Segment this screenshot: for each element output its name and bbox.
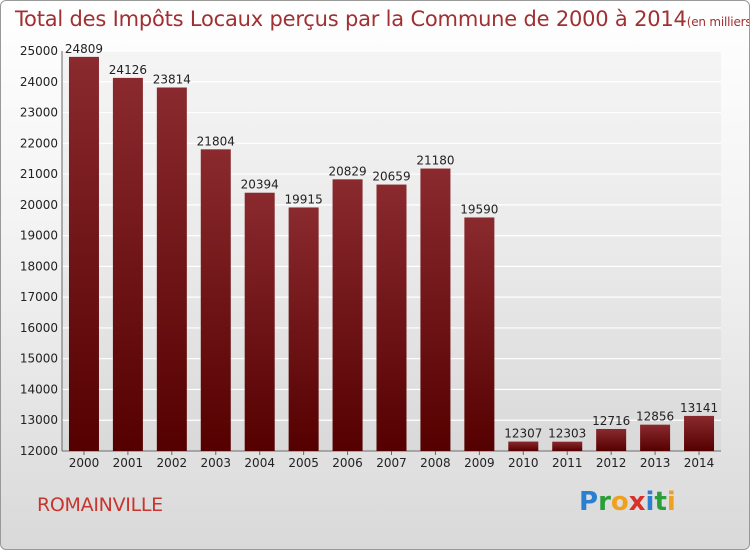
bar: [244, 192, 275, 451]
bar: [640, 424, 671, 451]
logo-letter: t: [654, 487, 667, 517]
y-tick-label: 16000: [20, 321, 58, 335]
y-tick-label: 25000: [20, 44, 58, 58]
bar-value-label: 19915: [285, 192, 323, 206]
bar-value-label: 23814: [153, 72, 191, 86]
city-name: ROMAINVILLE: [37, 494, 163, 516]
bar-value-label: 21804: [197, 134, 235, 148]
bar: [288, 207, 319, 451]
bar-value-label: 24126: [109, 63, 147, 77]
bar-value-label: 20394: [241, 178, 279, 192]
bar: [68, 56, 99, 451]
x-tick-label: 2011: [552, 456, 583, 470]
y-tick-label: 15000: [20, 352, 58, 366]
x-tick-label: 2010: [508, 456, 539, 470]
proxiti-logo: Proxiti: [579, 487, 676, 517]
bar: [332, 179, 363, 452]
x-tick-label: 2004: [244, 456, 275, 470]
bar: [420, 168, 451, 452]
x-tick-label: 2003: [200, 456, 231, 470]
x-tick-label: 2001: [113, 456, 144, 470]
bar: [376, 184, 407, 452]
y-tick-label: 24000: [20, 75, 58, 89]
logo-letter: x: [628, 487, 646, 517]
logo-letter: o: [610, 487, 629, 517]
x-tick-label: 2006: [332, 456, 363, 470]
bar: [464, 217, 495, 451]
bar-value-label: 20829: [328, 164, 366, 178]
bar: [508, 441, 539, 451]
x-tick-label: 2009: [464, 456, 495, 470]
logo-letter: i: [666, 487, 676, 517]
bar-value-label: 19590: [460, 202, 498, 216]
logo-letter: i: [645, 487, 655, 517]
bar-value-label: 12856: [636, 410, 674, 424]
y-tick-label: 14000: [20, 382, 58, 396]
x-tick-label: 2013: [640, 456, 671, 470]
bar-value-label: 12716: [592, 414, 630, 428]
chart-title-text: Total des Impôts Locaux perçus par la Co…: [15, 7, 687, 31]
x-tick-label: 2014: [684, 456, 715, 470]
bar-value-label: 21180: [416, 154, 454, 168]
bar: [552, 441, 583, 451]
bar: [200, 149, 231, 452]
y-tick-label: 20000: [20, 198, 58, 212]
bar-value-label: 12307: [504, 427, 542, 441]
y-tick-label: 19000: [20, 229, 58, 243]
y-tick-label: 18000: [20, 259, 58, 273]
logo-letter: P: [579, 487, 599, 517]
y-tick-label: 17000: [20, 290, 58, 304]
bar: [112, 77, 143, 452]
x-tick-label: 2002: [157, 456, 188, 470]
bar-value-label: 13141: [680, 401, 718, 415]
x-tick-label: 2000: [69, 456, 100, 470]
x-tick-label: 2005: [288, 456, 319, 470]
y-tick-label: 22000: [20, 136, 58, 150]
y-tick-label: 21000: [20, 167, 58, 181]
chart-title: Total des Impôts Locaux perçus par la Co…: [15, 7, 750, 31]
bar-value-label: 12303: [548, 427, 586, 441]
y-tick-label: 23000: [20, 106, 58, 120]
chart-title-unit: (en milliers d'€): [686, 15, 750, 29]
y-tick-label: 13000: [20, 413, 58, 427]
y-tick-label: 12000: [20, 444, 58, 458]
logo-letter: r: [598, 487, 611, 517]
bar-value-label: 20659: [372, 170, 410, 184]
x-tick-label: 2008: [420, 456, 451, 470]
x-tick-label: 2007: [376, 456, 407, 470]
bar: [596, 428, 627, 451]
x-tick-label: 2012: [596, 456, 627, 470]
bar: [156, 87, 187, 451]
bar: [684, 415, 715, 451]
bar-value-label: 24809: [65, 42, 103, 56]
